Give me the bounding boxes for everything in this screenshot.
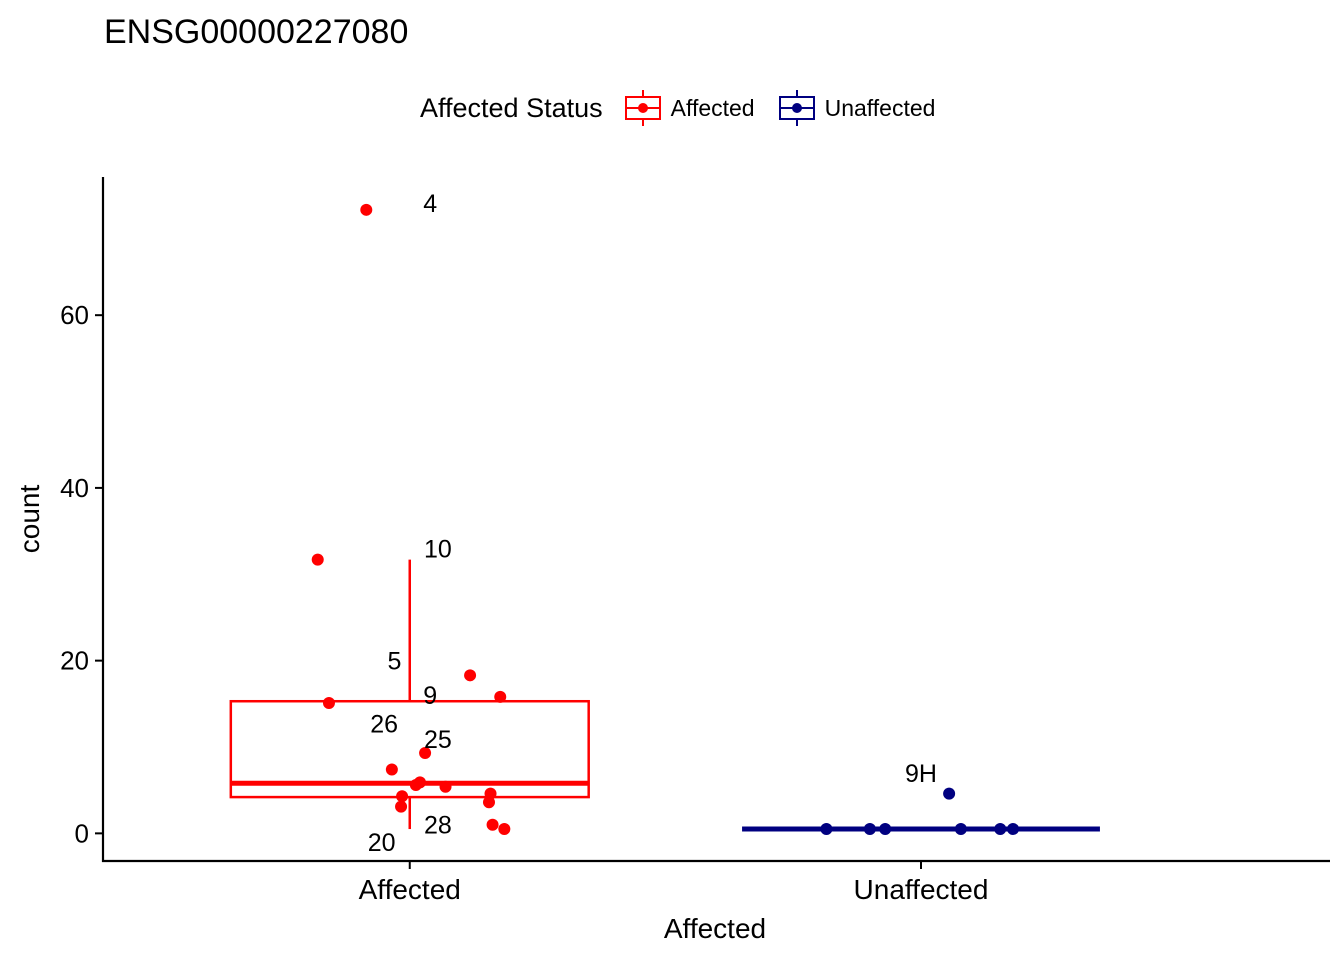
point-label: 20 [368, 829, 396, 857]
data-point [494, 690, 507, 703]
data-point [1007, 823, 1020, 836]
boxplots [229, 559, 1100, 832]
data-point [439, 780, 452, 793]
data-point [498, 823, 511, 836]
data-point [395, 800, 408, 813]
data-point [396, 790, 409, 803]
data-point [409, 779, 422, 791]
chart-title: ENSG00000227080 [104, 13, 409, 51]
y-tick-label: 60 [60, 300, 89, 330]
data-point [954, 823, 967, 836]
data-point [464, 669, 477, 682]
point-label: 4 [423, 190, 437, 218]
point-label: 25 [424, 726, 452, 754]
data-point [311, 553, 324, 566]
data-point [385, 763, 398, 776]
x-tick-label: Unaffected [854, 874, 989, 905]
x-tick-label: Affected [359, 874, 461, 905]
point-labels: 4 10 59 26 25 28 20 9H [368, 190, 937, 857]
legend-item-affected: Affected [623, 88, 755, 128]
y-tick-label: 0 [75, 818, 89, 848]
point-label: 26 [370, 711, 398, 739]
data-point [820, 823, 833, 836]
legend-key-unaffected [778, 90, 815, 126]
legend-label-unaffected: Unaffected [824, 94, 936, 121]
data-point [943, 787, 956, 800]
point-label: 9H [905, 760, 937, 788]
y-tick-label: 40 [60, 473, 89, 503]
data-point [879, 823, 892, 836]
data-point [322, 696, 335, 709]
data-point [863, 823, 876, 836]
data-point [360, 203, 373, 216]
legend-item-unaffected: Unaffected [777, 88, 936, 128]
legend: Affected Status Affected Unaffected [420, 88, 957, 128]
point-label: 9 [423, 682, 437, 710]
point-label: 5 [387, 648, 401, 676]
point-label: 28 [424, 812, 452, 840]
legend-label-affected: Affected [670, 94, 755, 121]
legend-title: Affected Status [420, 92, 603, 123]
data-point [482, 796, 495, 809]
point-label: 10 [424, 535, 452, 563]
x-ticks: Affected Unaffected [359, 861, 989, 905]
data-point [419, 747, 432, 760]
legend-key-affected [624, 90, 661, 126]
y-tick-label: 20 [60, 646, 89, 676]
y-ticks: 0 20 40 60 [60, 300, 103, 848]
y-axis-title: count [14, 485, 45, 554]
x-axis-title: Affected [664, 913, 766, 944]
data-points [311, 203, 1020, 836]
data-point [486, 818, 499, 831]
data-point [994, 823, 1007, 836]
